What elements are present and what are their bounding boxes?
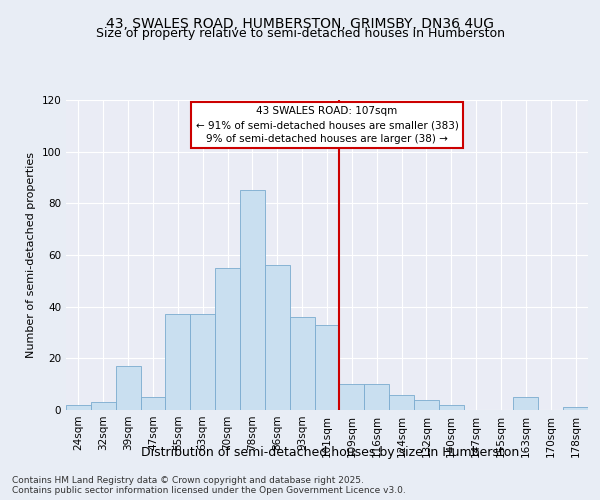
Bar — [439, 405, 464, 410]
Text: 43, SWALES ROAD, HUMBERSTON, GRIMSBY, DN36 4UG: 43, SWALES ROAD, HUMBERSTON, GRIMSBY, DN… — [106, 18, 494, 32]
Bar — [166, 314, 190, 410]
Bar — [389, 394, 414, 410]
Bar — [215, 268, 240, 410]
Text: Size of property relative to semi-detached houses in Humberston: Size of property relative to semi-detach… — [95, 28, 505, 40]
Bar — [514, 397, 538, 410]
Bar — [91, 402, 116, 410]
Text: Distribution of semi-detached houses by size in Humberston: Distribution of semi-detached houses by … — [141, 446, 519, 459]
Bar — [190, 314, 215, 410]
Text: 43 SWALES ROAD: 107sqm
← 91% of semi-detached houses are smaller (383)
9% of sem: 43 SWALES ROAD: 107sqm ← 91% of semi-det… — [196, 106, 458, 144]
Text: Contains HM Land Registry data © Crown copyright and database right 2025.
Contai: Contains HM Land Registry data © Crown c… — [12, 476, 406, 495]
Bar — [364, 384, 389, 410]
Bar — [140, 397, 166, 410]
Bar — [563, 408, 588, 410]
Bar — [290, 317, 314, 410]
Bar — [340, 384, 364, 410]
Bar — [314, 325, 340, 410]
Bar — [265, 266, 290, 410]
Bar — [240, 190, 265, 410]
Bar — [116, 366, 140, 410]
Bar — [66, 405, 91, 410]
Bar — [414, 400, 439, 410]
Y-axis label: Number of semi-detached properties: Number of semi-detached properties — [26, 152, 36, 358]
